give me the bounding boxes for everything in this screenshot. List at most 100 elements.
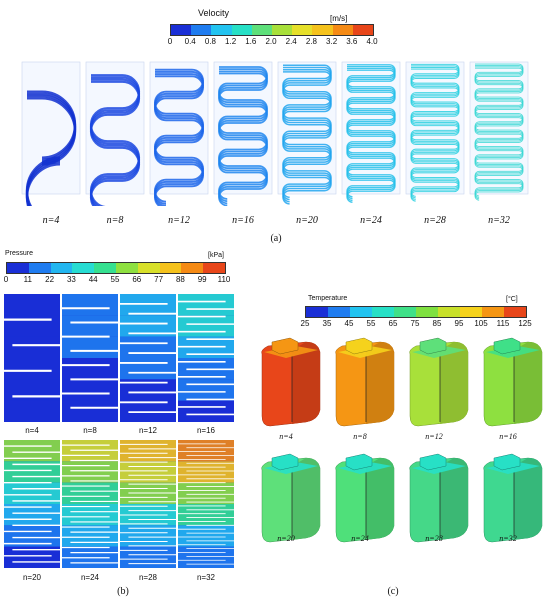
temperature-case-label: n=4 bbox=[279, 432, 293, 441]
temperature-case-label: n=20 bbox=[277, 534, 295, 543]
colorbar-tick-label: 55 bbox=[110, 275, 120, 284]
pressure-case-label: n=28 bbox=[138, 573, 158, 582]
temperature-model bbox=[261, 453, 321, 543]
colorbar-tick-label: 0.8 bbox=[204, 37, 216, 46]
colorbar-segment bbox=[482, 307, 504, 317]
colorbar-tick-label: 66 bbox=[132, 275, 142, 284]
colorbar-tick-label: 44 bbox=[88, 275, 98, 284]
temperature-model-grid bbox=[261, 337, 543, 543]
velocity-case-label: n=32 bbox=[488, 215, 510, 226]
colorbar-segment bbox=[416, 307, 438, 317]
pressure-case bbox=[178, 294, 234, 422]
colorbar-tick-label: 2.8 bbox=[305, 37, 317, 46]
pressure-contour-grid bbox=[4, 294, 234, 568]
pressure-case-label: n=4 bbox=[25, 426, 39, 435]
pressure-colorbar-unit: [kPa] bbox=[208, 252, 224, 259]
colorbar-segment bbox=[272, 25, 293, 35]
pressure-case bbox=[120, 440, 176, 568]
colorbar-tick-label: 65 bbox=[388, 319, 398, 328]
colorbar-tick-label: 85 bbox=[432, 319, 442, 328]
pressure-colorbar bbox=[6, 262, 226, 274]
temperature-colorbar-unit: [°C] bbox=[506, 296, 518, 303]
temperature-colorbar bbox=[305, 306, 527, 318]
velocity-colorbar bbox=[170, 24, 374, 36]
pressure-case bbox=[4, 440, 60, 568]
colorbar-segment bbox=[171, 25, 192, 35]
velocity-colorbar-unit: [m/s] bbox=[330, 14, 348, 23]
velocity-streamline-row bbox=[21, 61, 529, 206]
pressure-case-label: n=24 bbox=[80, 573, 100, 582]
temperature-case-label: n=24 bbox=[351, 534, 369, 543]
colorbar-segment bbox=[159, 263, 182, 273]
pressure-case bbox=[62, 294, 118, 422]
temperature-model bbox=[483, 453, 543, 543]
velocity-case-label: n=4 bbox=[42, 215, 60, 226]
temperature-model bbox=[335, 337, 395, 427]
colorbar-segment bbox=[328, 307, 350, 317]
colorbar-tick-label: 105 bbox=[474, 319, 488, 328]
colorbar-segment bbox=[292, 25, 313, 35]
colorbar-segment bbox=[115, 263, 138, 273]
colorbar-segment bbox=[332, 25, 353, 35]
streamline-case bbox=[21, 61, 81, 206]
velocity-case-label: n=28 bbox=[424, 215, 446, 226]
colorbar-segment bbox=[28, 263, 51, 273]
pressure-case-label: n=20 bbox=[22, 573, 42, 582]
colorbar-tick-label: 125 bbox=[518, 319, 532, 328]
colorbar-tick-label: 22 bbox=[45, 275, 55, 284]
pressure-case bbox=[178, 440, 234, 568]
colorbar-segment bbox=[394, 307, 416, 317]
velocity-case-label: n=24 bbox=[360, 215, 382, 226]
temperature-case-label: n=8 bbox=[353, 432, 367, 441]
streamline-case bbox=[405, 61, 465, 202]
colorbar-segment bbox=[306, 307, 328, 317]
colorbar-segment bbox=[231, 25, 252, 35]
colorbar-tick-label: 95 bbox=[454, 319, 464, 328]
colorbar-segment bbox=[94, 263, 116, 273]
colorbar-segment bbox=[460, 307, 482, 317]
colorbar-tick-label: 115 bbox=[496, 319, 510, 328]
colorbar-segment bbox=[352, 25, 374, 35]
colorbar-tick-label: 0.4 bbox=[184, 37, 196, 46]
velocity-case-label: n=12 bbox=[168, 215, 190, 226]
colorbar-tick-label: 4.0 bbox=[366, 37, 378, 46]
velocity-case-label: n=16 bbox=[232, 215, 254, 226]
pressure-case bbox=[62, 440, 118, 568]
colorbar-tick-label: 0 bbox=[3, 275, 9, 284]
colorbar-segment bbox=[251, 25, 273, 35]
colorbar-segment bbox=[72, 263, 95, 273]
temperature-model bbox=[335, 453, 395, 543]
streamline-case bbox=[213, 61, 273, 206]
pressure-case-label: n=16 bbox=[196, 426, 216, 435]
panel-c-label: (c) bbox=[387, 586, 399, 597]
temperature-colorbar-title: Temperature bbox=[308, 295, 348, 302]
colorbar-tick-label: 1.6 bbox=[245, 37, 257, 46]
colorbar-tick-label: 55 bbox=[366, 319, 376, 328]
temperature-model bbox=[483, 337, 543, 427]
colorbar-segment bbox=[504, 307, 526, 317]
colorbar-tick-label: 99 bbox=[197, 275, 207, 284]
temperature-case-label: n=16 bbox=[499, 432, 517, 441]
colorbar-segment bbox=[50, 263, 73, 273]
colorbar-segment bbox=[312, 25, 333, 35]
colorbar-tick-label: 25 bbox=[300, 319, 310, 328]
pressure-case-label: n=32 bbox=[196, 573, 216, 582]
temperature-model bbox=[409, 337, 469, 427]
colorbar-tick-label: 3.2 bbox=[326, 37, 338, 46]
colorbar-tick-label: 33 bbox=[66, 275, 76, 284]
streamline-case bbox=[341, 61, 401, 203]
colorbar-tick-label: 0 bbox=[167, 37, 173, 46]
streamline-case bbox=[149, 61, 209, 206]
temperature-case-label: n=32 bbox=[499, 534, 517, 543]
colorbar-tick-label: 2.0 bbox=[265, 37, 277, 46]
streamline-case bbox=[277, 61, 337, 205]
pressure-case-label: n=8 bbox=[83, 426, 97, 435]
pressure-case bbox=[4, 294, 60, 422]
panel-a-label: (a) bbox=[270, 233, 282, 244]
colorbar-segment bbox=[181, 263, 204, 273]
colorbar-tick-label: 3.6 bbox=[346, 37, 358, 46]
colorbar-tick-label: 75 bbox=[410, 319, 420, 328]
colorbar-segment bbox=[137, 263, 160, 273]
colorbar-segment bbox=[350, 307, 372, 317]
temperature-model bbox=[261, 337, 321, 427]
